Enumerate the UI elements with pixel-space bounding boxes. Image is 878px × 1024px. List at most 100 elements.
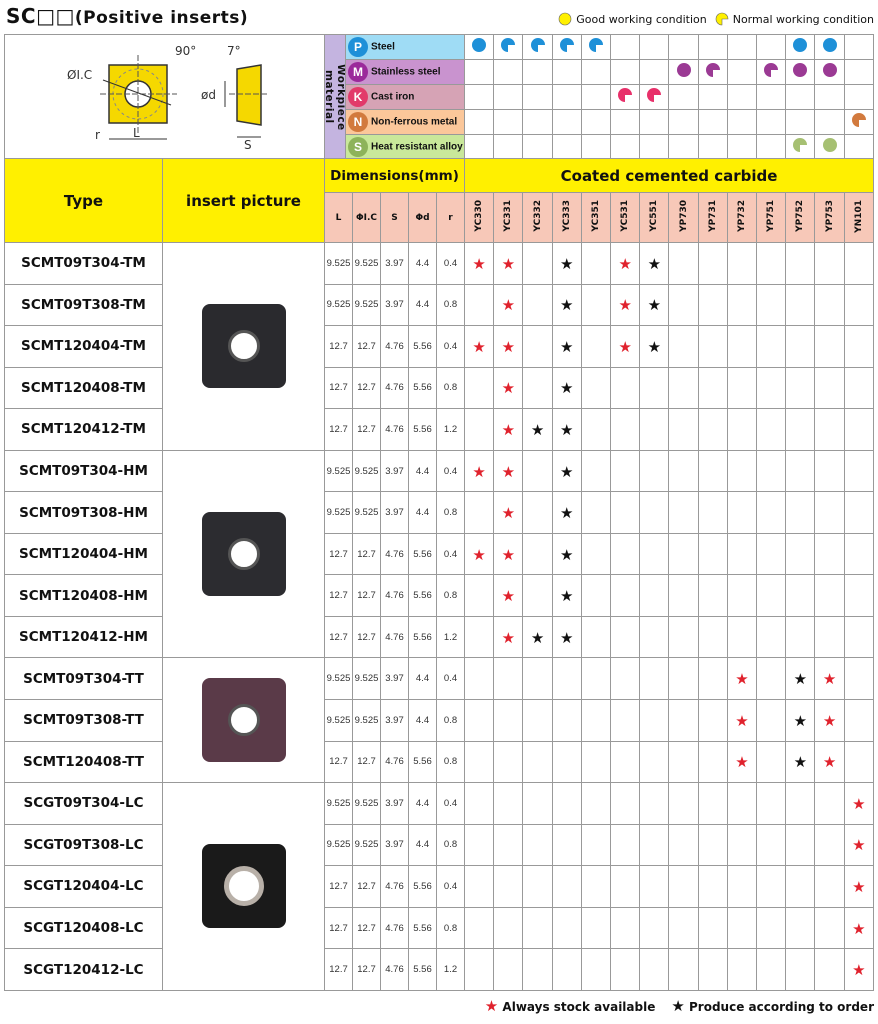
condition-cell: [785, 59, 816, 85]
grade-label: YC332: [532, 200, 543, 232]
grade-cell: [843, 740, 875, 784]
dim-cell: 9.525: [324, 823, 353, 867]
material-code-badge: P: [348, 37, 368, 57]
grade-cell: [639, 657, 670, 701]
red-star-icon: ★: [822, 753, 837, 772]
grade-label: YC551: [649, 200, 660, 232]
grade-cell: [493, 865, 524, 908]
red-star-icon: ★: [618, 254, 632, 273]
red-star-icon: ★: [618, 296, 632, 315]
grade-cell: [610, 865, 641, 908]
dim-cell: 4.76: [380, 740, 409, 784]
grade-cell: [493, 657, 524, 701]
grade-cell: [843, 574, 875, 617]
grade-cell: ★: [610, 242, 641, 285]
condition-cell: [639, 34, 670, 60]
grade-cell: ★: [493, 491, 524, 534]
grade-cell: [726, 408, 758, 451]
grade-cell: [726, 948, 758, 991]
black-star-icon: ★: [560, 420, 574, 439]
dim-cell: 0.4: [435, 242, 466, 285]
dim-cell: 9.525: [324, 242, 353, 285]
grade-cell: [639, 449, 670, 493]
grade-cell: ★: [493, 283, 524, 327]
good-condition-icon: [472, 38, 487, 52]
black-star-icon: ★: [560, 504, 574, 523]
grade-cell: [493, 782, 524, 825]
grade-cell: [756, 699, 787, 742]
grade-cell: ★: [493, 408, 524, 451]
red-star-icon: ★: [501, 296, 516, 315]
grade-cell: [756, 366, 787, 410]
dim-cell: 4.76: [380, 906, 409, 950]
normal-condition-icon: [851, 113, 866, 127]
condition-cell: [522, 59, 553, 85]
table-row: SCMT09T308-HM 9.525 9.525 3.97 4.4 0.8 ★ ★: [4, 491, 875, 534]
dim-cell: 9.525: [352, 823, 381, 867]
condition-cell: [726, 134, 758, 160]
page-title: SC□□(Positive inserts): [6, 4, 248, 28]
dim-cell: 0.4: [435, 782, 466, 825]
grade-cell: [785, 906, 816, 950]
type-cell: SCMT120404-TM: [4, 325, 163, 368]
grade-cell: ★: [551, 615, 582, 659]
dim-header: S: [380, 192, 409, 243]
material-code-badge: M: [348, 62, 368, 82]
workpiece-material-table: ØI.C 90° r L 7° ød S Workpiece material P…: [4, 34, 875, 160]
dim-cell: 0.8: [435, 574, 466, 617]
grade-label: YC531: [620, 200, 631, 232]
grade-cell: [726, 491, 758, 534]
grade-cell: ★: [551, 574, 582, 617]
table-row: SCGT120412-LC 12.7 12.7 4.76 5.56 1.2 ★: [4, 948, 875, 991]
condition-cell: [610, 84, 641, 110]
condition-cell: [785, 84, 816, 110]
insert-LC-image: [201, 844, 286, 929]
grade-cell: [610, 657, 641, 701]
grade-cell: [814, 366, 845, 410]
black-star-icon: ★: [560, 379, 574, 398]
grade-cell: [756, 948, 787, 991]
grade-cell: [464, 782, 495, 825]
dim-cell: 0.4: [435, 532, 466, 576]
grade-cell: ★: [551, 532, 582, 576]
condition-cell: [756, 34, 787, 60]
dim-cell: 9.525: [352, 491, 381, 534]
grade-cell: ★: [464, 325, 495, 368]
grade-cell: [610, 948, 641, 991]
dim-cell: 3.97: [380, 782, 409, 825]
material-row: ØI.C 90° r L 7° ød S Workpiece material P…: [4, 34, 875, 160]
grade-cell: [843, 491, 875, 534]
dim-cell: 9.525: [352, 242, 381, 285]
grade-cell: [551, 740, 582, 784]
red-star-icon: ★: [501, 420, 516, 439]
grade-cell: [843, 699, 875, 742]
grade-cell: [814, 615, 845, 659]
condition-legend: Good working condition Normal working co…: [558, 12, 874, 26]
black-star-icon: ★: [793, 711, 808, 730]
grade-header-YP732: YP732: [726, 192, 758, 243]
grade-cell: [580, 449, 612, 493]
dim-cell: 5.56: [408, 574, 437, 617]
grade-cell: [639, 366, 670, 410]
grade-header-YC331: YC331: [493, 192, 524, 243]
grade-cell: [610, 782, 641, 825]
grade-cell: [726, 283, 758, 327]
condition-cell: [814, 109, 845, 135]
grade-label: YC331: [503, 200, 514, 232]
type-cell: SCMT09T304-TT: [4, 657, 163, 701]
dim-cell: 4.4: [408, 699, 437, 742]
condition-cell: [493, 84, 524, 110]
condition-cell: [522, 34, 553, 60]
condition-cell: [551, 134, 582, 160]
grade-cell: [814, 906, 845, 950]
grade-cell: [551, 657, 582, 701]
grade-cell: [814, 449, 845, 493]
grade-cell: [785, 242, 816, 285]
grade-cell: [843, 283, 875, 327]
grade-cell: [522, 325, 553, 368]
grade-cell: [814, 283, 845, 327]
grade-cell: [756, 740, 787, 784]
type-cell: SCGT120412-LC: [4, 948, 163, 991]
grade-label: YC333: [561, 200, 572, 232]
red-star-icon: ★: [735, 711, 749, 730]
